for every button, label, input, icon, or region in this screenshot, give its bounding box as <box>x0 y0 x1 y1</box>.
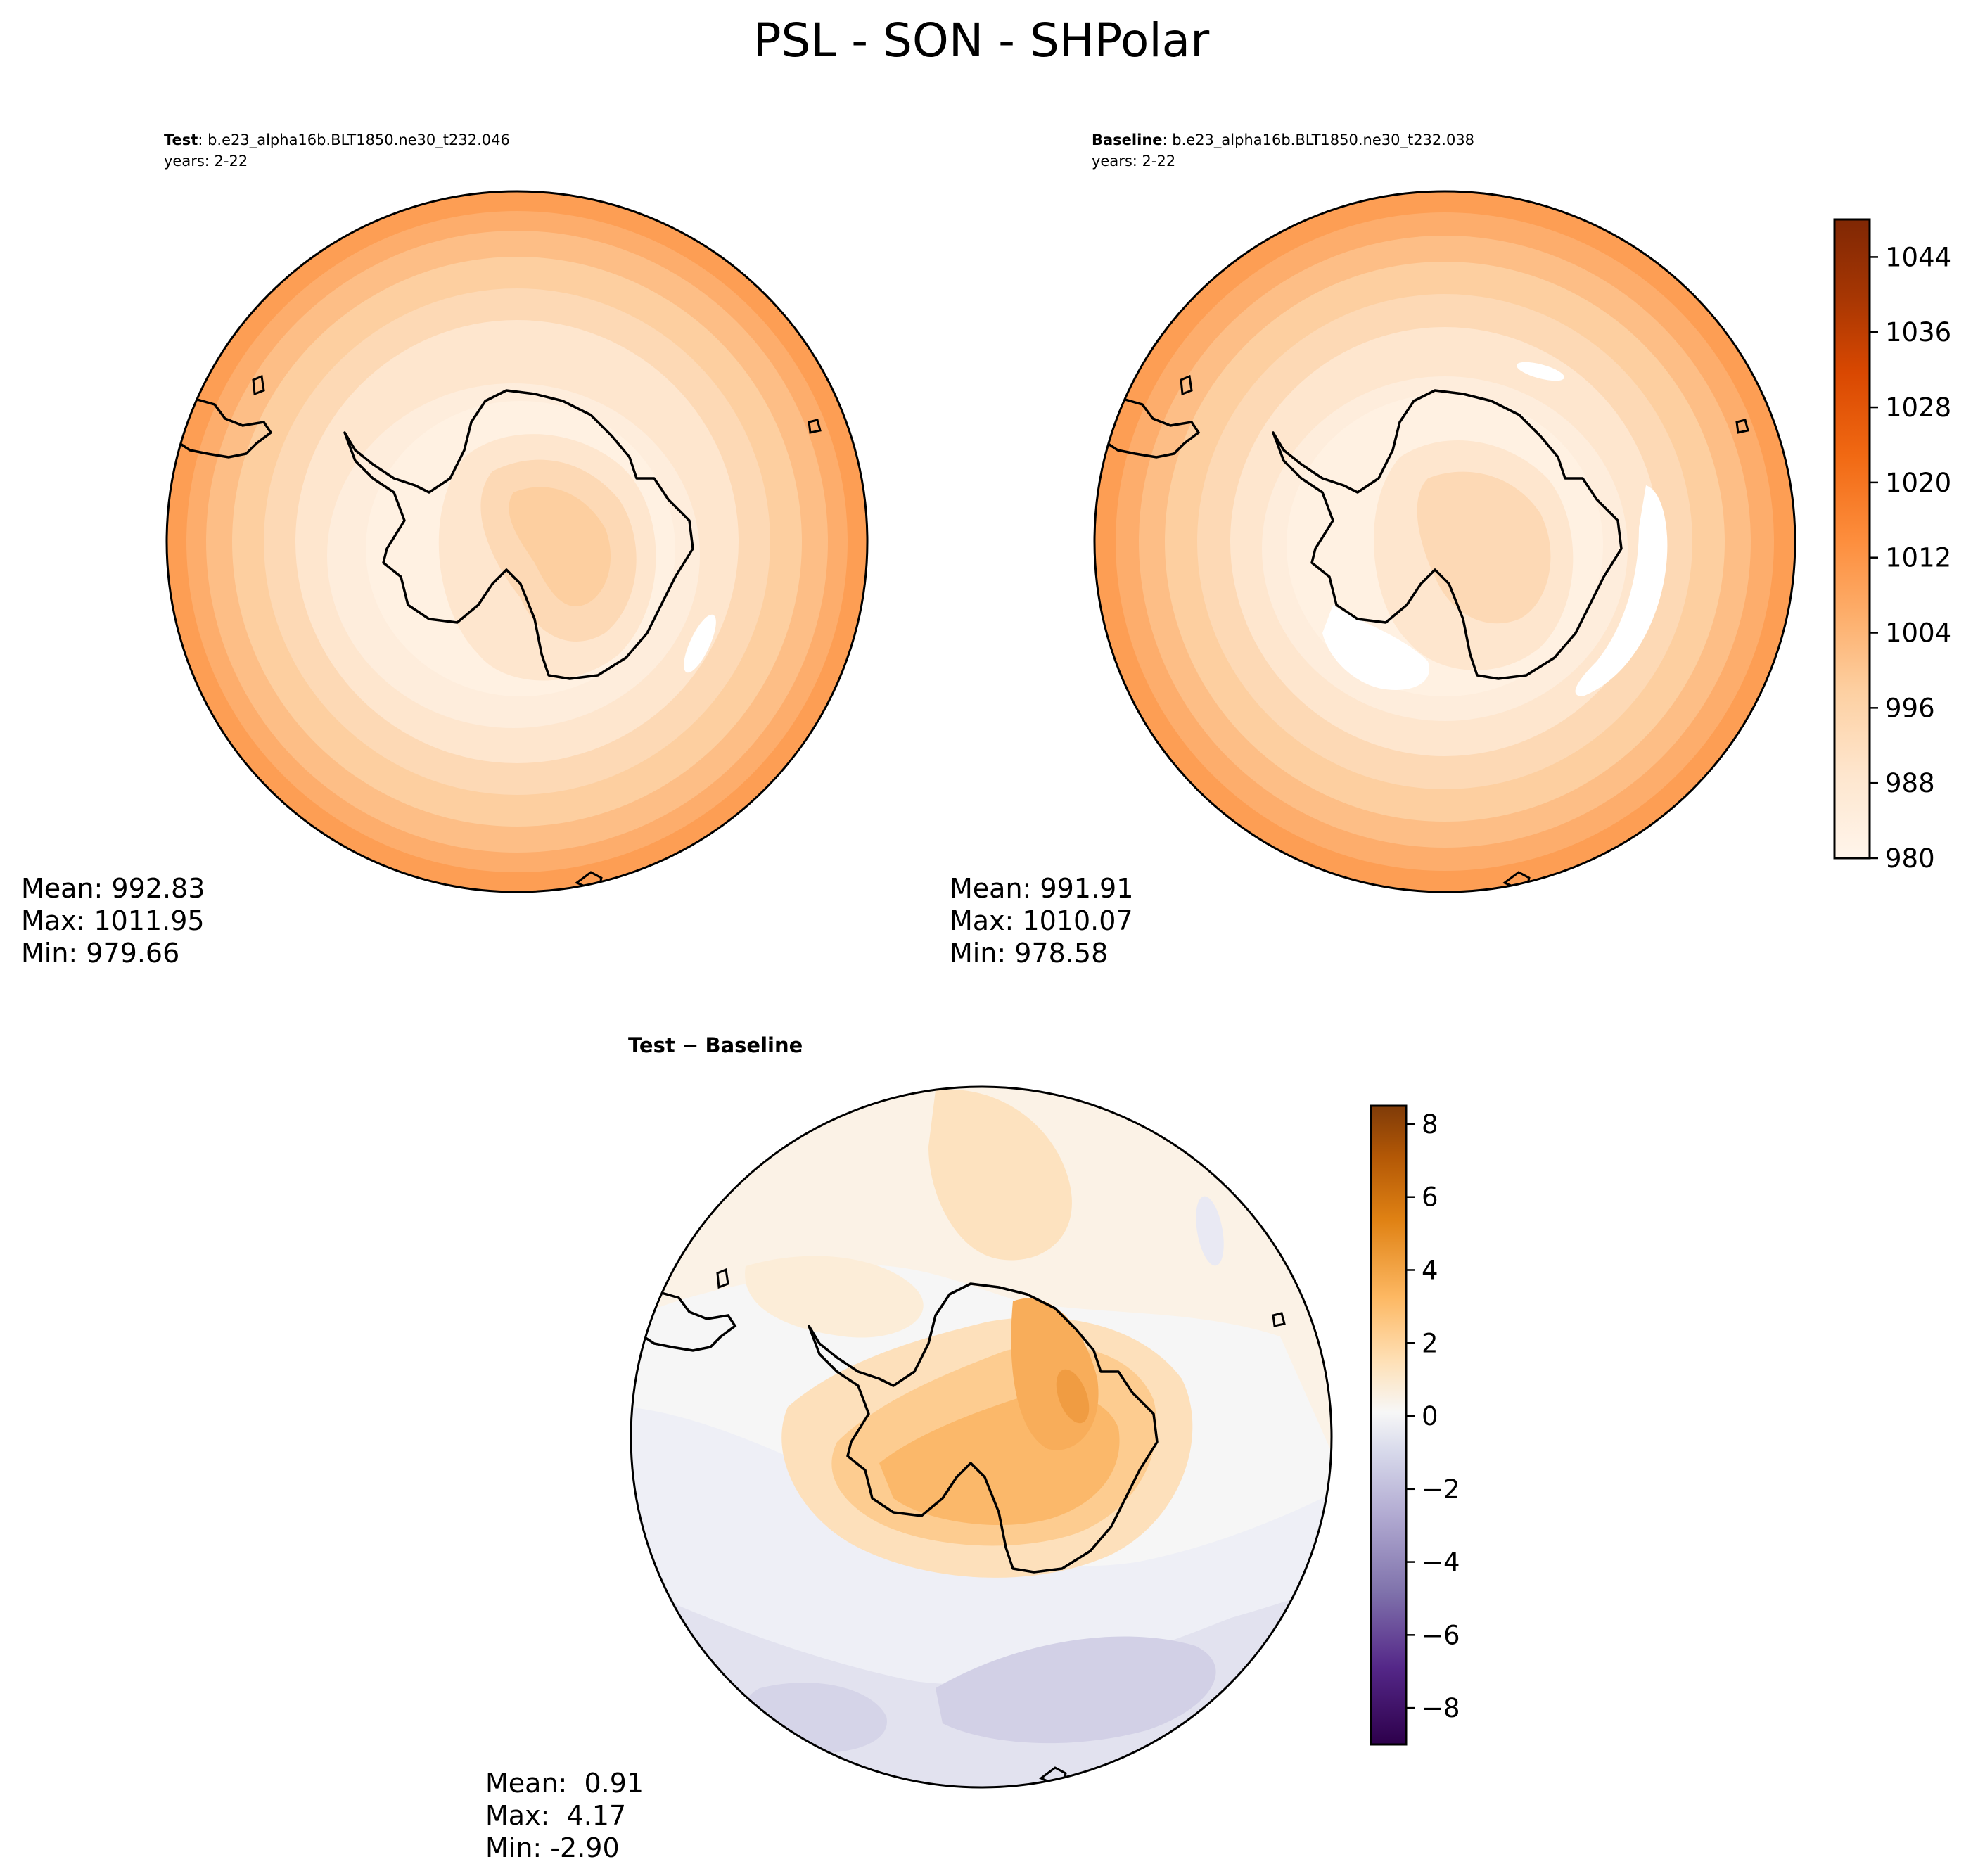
map-boundary <box>630 1085 1333 1789</box>
coastline-south-america <box>1106 395 1201 459</box>
colorbar-tick-label: −8 <box>1422 1693 1460 1723</box>
map-field-test <box>167 191 867 892</box>
panel-years: years: 2-22 <box>1092 153 1175 170</box>
colorbar-ticks: 980 988 996 1004 1012 1020 1028 1036 1044 <box>1870 242 1951 874</box>
colorbar-tick-label: 4 <box>1422 1255 1438 1285</box>
colorbar-ticks: −8 −6 −4 −2 0 2 4 6 8 <box>1406 1109 1460 1723</box>
colorbar-tick-label: 996 <box>1885 693 1935 723</box>
stats-mean: Mean: 0.91 <box>485 1768 644 1799</box>
colorbar-tick-label: −6 <box>1422 1620 1460 1650</box>
panel-title: Test − Baseline <box>628 1033 803 1057</box>
colorbar-tick-label: 1044 <box>1885 242 1951 272</box>
colorbar-tick-label: 1028 <box>1885 393 1951 423</box>
panel-difference: Test − Baseline Mean: 0.91 Max: 4.17 M <box>485 1033 1333 1863</box>
colorbar-tick-label: 2 <box>1422 1328 1438 1358</box>
colorbar-gradient <box>1833 218 1871 860</box>
panel-test: Test: b.e23_alpha16b.BLT1850.ne30_t232.0… <box>21 132 869 969</box>
stats-min: Min: 979.66 <box>21 938 179 969</box>
colorbar-tick-label: 1004 <box>1885 618 1951 649</box>
coastline-antarctica <box>808 1282 1159 1574</box>
colorbar-tick-label: −4 <box>1422 1548 1460 1578</box>
colorbar-tick-label: 988 <box>1885 768 1935 798</box>
colorbar-tick-label: 1036 <box>1885 317 1951 347</box>
panel-title-case: : b.e23_alpha16b.BLT1850.ne30_t232.038 <box>1163 132 1475 149</box>
coastline-south-america <box>178 395 273 459</box>
map-boundary <box>1093 190 1796 893</box>
colorbar-psl: 980 988 996 1004 1012 1020 1028 1036 1044 <box>1833 218 1951 874</box>
colorbar-tick-label: 980 <box>1885 843 1935 874</box>
panel-years: years: 2-22 <box>164 153 248 170</box>
colorbar-gradient <box>1370 1104 1408 1746</box>
panel-title-bold2: Baseline <box>705 1033 803 1057</box>
colorbar-tick-label: 8 <box>1422 1109 1438 1140</box>
panel-title-case: : b.e23_alpha16b.BLT1850.ne30_t232.046 <box>198 132 510 149</box>
panel-baseline: Baseline: b.e23_alpha16b.BLT1850.ne30_t2… <box>950 132 1796 969</box>
panel-title-bold: Baseline <box>1092 132 1163 148</box>
coastline-south-america <box>642 1289 737 1352</box>
figure-title: PSL - SON - SHPolar <box>753 13 1210 68</box>
colorbar-tick-label: −2 <box>1422 1474 1460 1505</box>
colorbar-tick-label: 0 <box>1422 1401 1438 1431</box>
panel-title-bold: Test <box>628 1033 675 1057</box>
panel-title-sep: − <box>675 1033 706 1057</box>
panel-title: Test: b.e23_alpha16b.BLT1850.ne30_t232.0… <box>164 132 510 149</box>
stats-max: Max: 4.17 <box>485 1800 626 1831</box>
stats-min: Min: 978.58 <box>950 938 1108 969</box>
colorbar-tick-label: 6 <box>1422 1182 1438 1213</box>
stats-mean: Mean: 991.91 <box>950 873 1133 904</box>
stats-min: Min: -2.90 <box>485 1832 620 1863</box>
stats-max: Max: 1010.07 <box>950 905 1133 936</box>
stats-max: Max: 1011.95 <box>21 905 205 936</box>
colorbar-tick-label: 1012 <box>1885 543 1951 573</box>
colorbar-diff: −8 −6 −4 −2 0 2 4 6 8 <box>1370 1104 1460 1746</box>
colorbar-tick-label: 1020 <box>1885 468 1951 498</box>
stats-mean: Mean: 992.83 <box>21 873 205 904</box>
panel-title: Baseline: b.e23_alpha16b.BLT1850.ne30_t2… <box>1092 132 1474 149</box>
coastline-antarctica <box>343 389 694 680</box>
coastline-antarctica <box>1272 389 1623 680</box>
map-field-baseline <box>1094 191 1795 892</box>
map-boundary <box>165 190 869 893</box>
panel-title-bold: Test <box>164 132 198 148</box>
